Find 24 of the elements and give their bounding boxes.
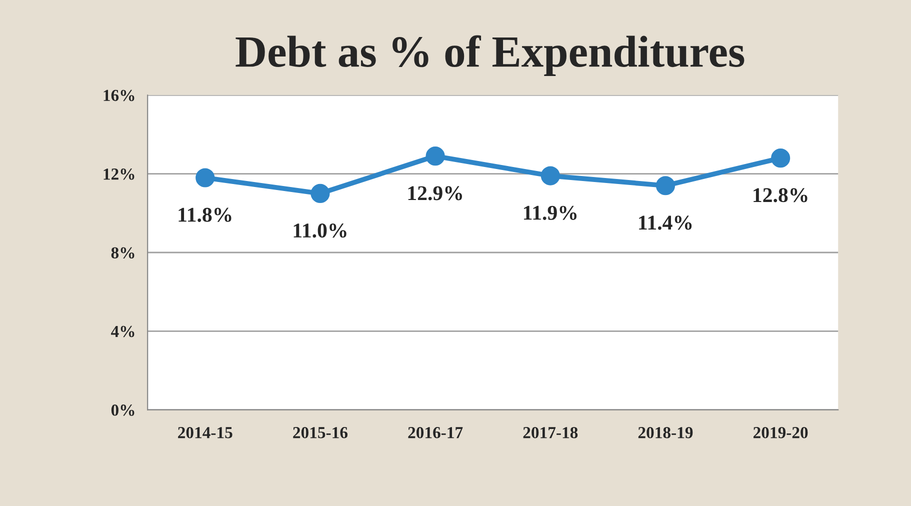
x-tick-label: 2015-16 — [293, 427, 348, 438]
x-tick-label: 2018-19 — [638, 427, 693, 438]
y-tick-label: 16% — [104, 90, 134, 102]
y-tick-label: 0% — [111, 404, 134, 416]
data-label: 12.9% — [408, 186, 462, 200]
data-label: 11.4% — [639, 216, 692, 230]
y-tick-label: 4% — [111, 326, 134, 338]
x-tick-label: 2017-18 — [523, 427, 578, 438]
y-tick-label: 12% — [104, 168, 134, 180]
chart-title: Debt as % of Expenditures — [236, 35, 744, 76]
x-tick-label: 2016-17 — [408, 427, 463, 438]
point — [426, 146, 445, 166]
data-label: 11.8% — [178, 208, 232, 222]
point — [771, 148, 790, 168]
point — [540, 166, 560, 186]
data-label: 11.9% — [524, 206, 577, 220]
x-tick-label: 2019-20 — [754, 427, 808, 438]
x-tick-label: 2014-15 — [178, 427, 232, 438]
point — [310, 184, 330, 204]
data-label: 12.8% — [754, 188, 808, 202]
point — [656, 176, 676, 196]
y-tick-label: 8% — [111, 247, 134, 258]
point — [196, 168, 215, 188]
data-label: 11.0% — [294, 224, 346, 238]
